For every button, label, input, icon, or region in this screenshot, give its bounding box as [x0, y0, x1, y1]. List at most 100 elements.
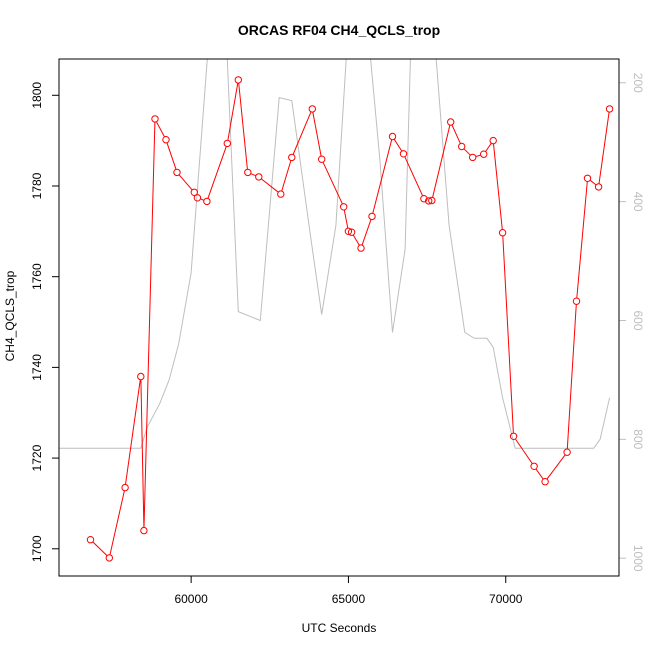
series-segment [125, 379, 141, 485]
data-point [605, 105, 614, 113]
data-point [340, 203, 348, 211]
series-segment [143, 122, 156, 528]
data-point [137, 372, 145, 381]
series-segment [238, 82, 248, 170]
y-tick-label: 1720 [30, 444, 44, 471]
data-point [530, 462, 538, 470]
series-segment [166, 142, 177, 170]
data-point [140, 526, 148, 535]
series-segment [343, 209, 349, 229]
series-segment [485, 143, 492, 152]
series-segment [250, 173, 256, 177]
data-point [105, 554, 114, 562]
data-point [469, 153, 477, 162]
data-point [173, 168, 181, 177]
series-segment [393, 138, 403, 152]
series-segment [178, 174, 193, 191]
series-segment [566, 304, 577, 450]
data-point [234, 76, 243, 84]
right-tick-label: 600 [631, 310, 645, 330]
data-point [572, 297, 581, 305]
data-point [151, 115, 159, 123]
data-point [193, 194, 202, 202]
data-point [347, 228, 356, 236]
data-point [388, 132, 397, 141]
data-point [399, 150, 408, 158]
series-segment [155, 121, 165, 138]
data-point [583, 174, 592, 183]
series-segment [361, 219, 372, 246]
data-point [344, 227, 353, 236]
data-point [541, 478, 549, 486]
data-point [368, 212, 376, 221]
series-segment [207, 146, 227, 199]
series-segment [322, 161, 343, 205]
data-point [121, 483, 129, 492]
series-segment [493, 143, 503, 230]
chart-title: ORCAS RF04 CH4_QCLS_trop [238, 22, 440, 38]
right-tick-label: 1000 [631, 545, 645, 572]
series-line-secondary [59, 59, 611, 449]
data-point [509, 432, 518, 440]
y-tick-label: 1760 [30, 263, 44, 290]
right-tick-label: 200 [631, 73, 645, 93]
right-tick-label: 800 [631, 429, 645, 449]
data-point [489, 136, 497, 145]
x-tick-label: 70000 [489, 592, 523, 606]
series-segment [200, 198, 205, 201]
data-point [447, 118, 455, 126]
series-segment [281, 160, 292, 192]
data-point [288, 153, 296, 162]
series-segment [535, 468, 544, 480]
y-tick-label: 1780 [30, 172, 44, 199]
x-tick-label: 65000 [332, 592, 366, 606]
series-segment [372, 139, 393, 214]
data-point [203, 197, 211, 206]
series-segment [260, 178, 279, 193]
data-point [277, 190, 285, 198]
right-tick-label: 400 [631, 192, 645, 212]
series-segment [463, 148, 471, 156]
x-axis-label: UTC Seconds [302, 621, 377, 635]
data-point [594, 183, 603, 191]
data-point [190, 188, 199, 197]
series-segment [109, 490, 125, 555]
data-point [308, 105, 316, 113]
y-tick-label: 1700 [30, 535, 44, 562]
data-point [318, 155, 326, 163]
series-segment [576, 181, 588, 299]
data-point [498, 229, 507, 237]
series-segment [140, 379, 145, 528]
series-segment [514, 438, 533, 464]
data-point [563, 448, 571, 456]
series-segment [227, 82, 239, 141]
data-point [86, 536, 95, 544]
data-point [420, 195, 428, 203]
y-tick-label: 1800 [30, 82, 44, 109]
series-segment [546, 454, 566, 480]
series-layer [59, 59, 614, 562]
data-point [425, 197, 433, 205]
series-segment [432, 124, 451, 198]
data-point [357, 244, 365, 252]
axes-layer: 60000 65000 70000 1700 1720 1740 1760 1780 1800 2… [30, 73, 645, 606]
series-segment [598, 112, 610, 184]
x-tick-label: 60000 [174, 592, 208, 606]
data-point [480, 150, 488, 158]
data-point [223, 139, 232, 148]
y-axis-label: CH4_QCLS_trop [3, 270, 17, 361]
series-segment [292, 111, 312, 155]
series-segment [312, 111, 322, 157]
series-segment [92, 541, 108, 556]
y-tick-label: 1740 [30, 354, 44, 381]
data-point [244, 168, 252, 177]
series-segment [451, 124, 461, 144]
plot-frame [58, 58, 620, 577]
data-point [162, 136, 170, 144]
data-point [428, 196, 436, 205]
series-segment [589, 179, 597, 186]
series-segment [475, 154, 481, 157]
series-segment [404, 156, 424, 197]
series-segment [502, 235, 514, 434]
